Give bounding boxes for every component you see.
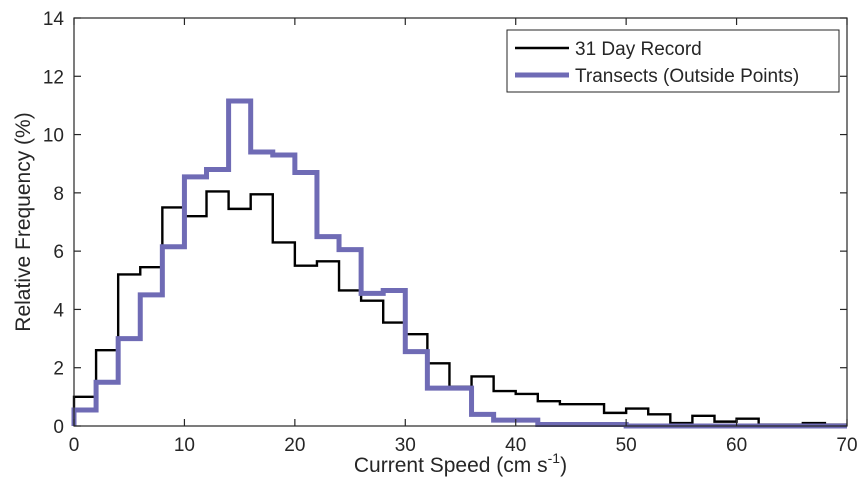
x-axis-label-close: ) [560, 454, 567, 477]
legend-box [506, 29, 840, 93]
legend: 31 Day Record Transects (Outside Points) [506, 29, 840, 93]
legend-label-transects: Transects (Outside Points) [575, 66, 799, 87]
y-tick-label: 8 [53, 184, 64, 205]
x-axis-label-main: Current Speed (cm s [354, 454, 548, 477]
y-tick-label: 10 [43, 126, 64, 147]
y-tick-label: 14 [43, 9, 65, 30]
y-tick-label: 0 [53, 417, 64, 438]
x-tick-label: 40 [505, 435, 526, 456]
x-tick-label: 10 [174, 435, 195, 456]
x-tick-label: 70 [836, 435, 857, 456]
x-tick-label: 30 [395, 435, 416, 456]
x-tick-label: 60 [726, 435, 747, 456]
x-tick-label: 0 [69, 435, 80, 456]
y-axis-label: Relative Frequency (%) [12, 112, 35, 331]
series-31-day-record [72, 190, 847, 426]
y-tick-label: 4 [53, 300, 64, 321]
x-axis-label-superscript: -1 [548, 450, 561, 466]
x-tick-label: 50 [616, 435, 637, 456]
y-tick-label: 6 [53, 242, 64, 263]
x-tick-label: 20 [284, 435, 305, 456]
ticks-layer: 0 10 20 30 40 50 60 70 0 2 4 6 8 10 12 14 [43, 9, 858, 456]
axes-box [73, 17, 848, 427]
y-tick-label: 2 [53, 359, 64, 380]
y-tick-label: 12 [43, 67, 64, 88]
legend-label-31-day-record: 31 Day Record [575, 39, 702, 60]
x-axis-label: Current Speed (cm s-1) [354, 450, 567, 477]
